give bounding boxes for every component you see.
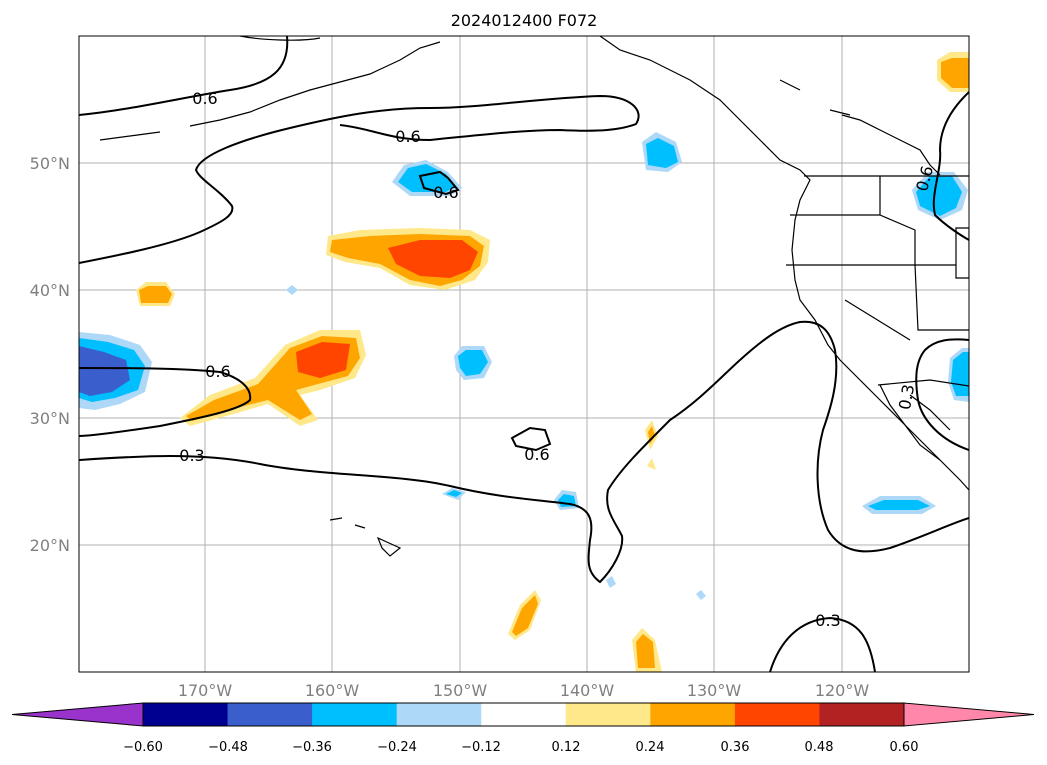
- colorbar-segment: [650, 703, 736, 726]
- contour-label: 0.3: [895, 383, 918, 411]
- filled-anomalies: [79, 52, 969, 672]
- lon-label: 130°W: [687, 681, 742, 700]
- contour-label: 0.6: [395, 127, 420, 146]
- colorbar-extend-high: [903, 702, 1035, 727]
- colorbar-tick-label: −0.12: [461, 740, 501, 755]
- colorbar-segment: [481, 703, 567, 726]
- contour-label: 0.6: [192, 89, 217, 108]
- colorbar-tick-label: −0.24: [377, 740, 417, 755]
- colorbar-tick-label: −0.60: [123, 740, 163, 755]
- colorbar-segments: [11, 702, 1035, 727]
- colorbar-segment: [143, 703, 229, 726]
- contour-label: 0.6: [433, 183, 458, 202]
- colorbar-segment: [312, 703, 398, 726]
- lon-label: 150°W: [433, 681, 488, 700]
- contour-label-group: 0.6 0.6 0.6 0.6 0.6 0.3 0.3 0.6 0.3: [179, 89, 937, 630]
- map-title: 2024012400 F072: [451, 11, 598, 30]
- lat-label: 40°N: [30, 281, 70, 300]
- contour-label: 0.6: [205, 362, 230, 381]
- longitude-labels: 170°W 160°W 150°W 140°W 130°W 120°W: [178, 681, 870, 700]
- colorbar-segment: [227, 703, 313, 726]
- colorbar-tick-label: 0.60: [890, 740, 919, 755]
- colorbar: −0.60 −0.48 −0.36 −0.24 −0.12 0.12 0.24 …: [11, 702, 1035, 755]
- colorbar-tick-label: −0.36: [292, 740, 332, 755]
- colorbar-tick-label: −0.48: [208, 740, 248, 755]
- colorbar-segment: [565, 703, 651, 726]
- coastlines: [99, 36, 969, 557]
- colorbar-extend-low: [11, 702, 144, 727]
- lon-label: 160°W: [305, 681, 360, 700]
- contour-lines: [79, 36, 969, 672]
- contour-label: 0.6: [524, 445, 549, 464]
- colorbar-tick-label: 0.48: [805, 740, 834, 755]
- plot-area: [79, 36, 969, 672]
- lon-label: 140°W: [560, 681, 615, 700]
- colorbar-tick-label: 0.12: [552, 740, 581, 755]
- contour-label: 0.3: [179, 446, 204, 465]
- contour-label: 0.3: [815, 611, 840, 630]
- latitude-labels: 50°N 40°N 30°N 20°N: [30, 154, 70, 555]
- lat-label: 50°N: [30, 154, 70, 173]
- lat-label: 30°N: [30, 409, 70, 428]
- lat-label: 20°N: [30, 536, 70, 555]
- lon-label: 170°W: [178, 681, 233, 700]
- colorbar-frame: [142, 702, 905, 727]
- colorbar-segment: [819, 703, 905, 726]
- colorbar-segment: [396, 703, 482, 726]
- lon-label: 120°W: [815, 681, 870, 700]
- colorbar-tick-label: 0.24: [636, 740, 665, 755]
- plot-frame: [78, 35, 970, 673]
- colorbar-ticks: −0.60 −0.48 −0.36 −0.24 −0.12 0.12 0.24 …: [123, 740, 918, 755]
- colorbar-segment: [734, 703, 820, 726]
- colorbar-tick-label: 0.36: [721, 740, 750, 755]
